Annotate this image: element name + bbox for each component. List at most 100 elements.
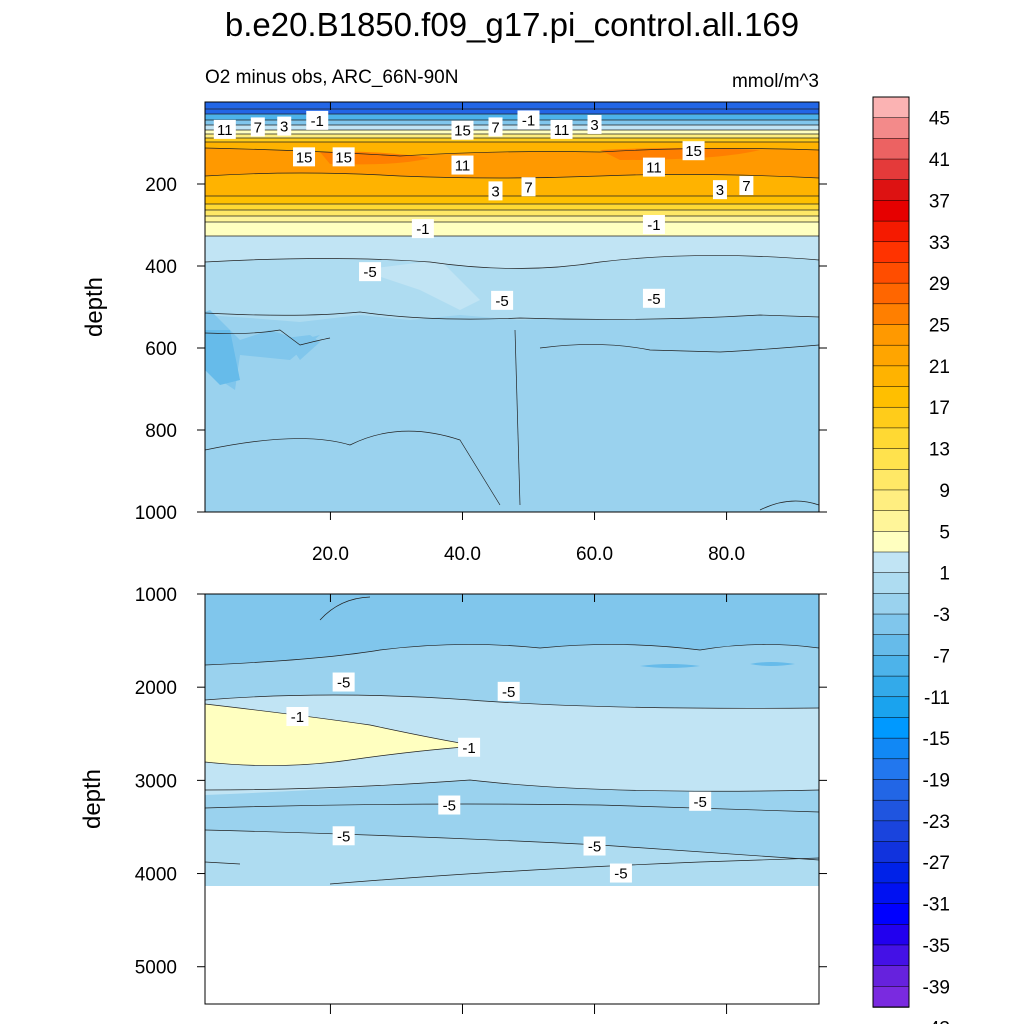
lower-contour-label-box <box>583 836 606 856</box>
upper-fill-l6 <box>205 138 819 142</box>
upper-contour-label: 15 <box>296 149 313 166</box>
chart-title: b.e20.B1850.f09_g17.pi_control.all.169 <box>225 6 799 43</box>
colorbar-swatch <box>872 303 910 326</box>
lower-contour-label: -5 <box>443 798 456 815</box>
upper-contour-labels: 11 7 3 -1 15 15 15 7 -1 11 3 11 15 11 3 7 3 7 -1 -1 -5 -5 -5 <box>213 110 754 310</box>
colorbar-swatch <box>872 551 910 574</box>
upper-contour-label: -5 <box>647 291 660 308</box>
upper-contour-label-box <box>491 290 514 310</box>
colorbar-label: -43 <box>923 1019 950 1024</box>
colorbar-label: 1 <box>939 564 950 585</box>
colorbar-label: -11 <box>924 688 950 709</box>
upper-contour-label-box <box>712 180 727 200</box>
upper-contour-label-box <box>451 120 474 140</box>
colorbar-swatch <box>872 427 910 450</box>
lower-contour-label: -5 <box>337 675 350 692</box>
colorbar-swatch <box>872 717 910 739</box>
colorbar-swatch <box>872 737 910 760</box>
upper-contour-label-box <box>213 119 236 139</box>
upper-contour-label: 7 <box>524 179 532 196</box>
colorbar-label: 33 <box>929 233 950 254</box>
upper-axes: 20.0 40.0 60.0 80.0 200 400 600 800 1000 <box>135 102 827 565</box>
lower-contour-label-box <box>438 795 461 815</box>
lower-y-axis-title: depth <box>79 769 106 829</box>
upper-contour-label: 3 <box>280 119 288 136</box>
lower-contour-label: -5 <box>337 828 350 845</box>
upper-contour-label: 3 <box>590 117 598 134</box>
colorbar-swatch <box>872 924 910 946</box>
colorbar-swatch <box>872 634 910 657</box>
colorbar-swatch <box>872 200 910 222</box>
upper-x-tick-label: 80.0 <box>708 544 745 565</box>
colorbar-swatch <box>872 96 910 119</box>
lower-y-tick-label: 2000 <box>135 678 177 699</box>
lower-contour-line <box>319 596 371 621</box>
colorbar-swatch <box>872 158 910 181</box>
lower-contour-line <box>329 857 819 885</box>
upper-left-text: O2 minus obs, ARC_66N-90N <box>205 67 458 88</box>
upper-x-tick-label: 60.0 <box>576 544 613 565</box>
upper-contour-label: -5 <box>495 293 508 310</box>
colorbar-label: 41 <box>929 150 950 171</box>
colorbar-swatch <box>872 531 910 553</box>
upper-contour-label: 3 <box>491 183 499 200</box>
colorbar-label: -15 <box>923 729 950 750</box>
colorbar-swatch <box>872 469 910 491</box>
upper-contour-label: 7 <box>491 119 499 136</box>
upper-contour-label-box <box>517 110 540 130</box>
upper-fill-u4 <box>205 216 819 222</box>
upper-contour-label-box <box>306 110 329 130</box>
upper-contour-line <box>205 255 819 269</box>
lower-fill-nodata <box>205 886 819 1004</box>
upper-fill-u2 <box>205 204 819 210</box>
upper-contour-label: 15 <box>335 149 352 166</box>
lower-contour-plot <box>205 594 819 1004</box>
colorbar-swatch <box>872 903 910 926</box>
upper-contour-label: -1 <box>416 221 429 238</box>
upper-fill-l4 <box>205 130 819 134</box>
lower-y-tick-label: 3000 <box>135 771 177 792</box>
colorbar-swatch <box>872 944 910 967</box>
colorbar-swatch <box>872 344 910 367</box>
colorbar-swatch <box>872 758 910 781</box>
upper-fill-l0 <box>205 102 819 114</box>
lower-fill-bottom <box>205 830 819 886</box>
upper-contour-line <box>514 329 521 506</box>
colorbar-label: 45 <box>929 109 950 130</box>
upper-contour-label: -5 <box>363 264 376 281</box>
colorbar-swatch <box>872 613 910 636</box>
colorbar-label: 9 <box>939 481 950 502</box>
upper-fill-u1 <box>205 196 819 204</box>
upper-contour-label-box <box>451 155 474 175</box>
colorbar-swatch <box>872 675 910 698</box>
upper-fill-l5 <box>205 134 819 138</box>
upper-contour-label-box <box>250 117 265 137</box>
colorbar-label: -19 <box>923 771 950 792</box>
upper-fill-l1 <box>205 114 819 120</box>
upper-contour-label-box <box>488 181 503 201</box>
upper-contour-label-box <box>411 219 434 239</box>
upper-y-tick-label: 400 <box>145 257 177 278</box>
colorbar-label: 21 <box>929 357 950 378</box>
colorbar-swatch <box>872 882 910 905</box>
colorbar-swatch <box>872 117 910 140</box>
lower-contour-label: -1 <box>291 709 304 726</box>
lower-contour-line <box>205 644 819 666</box>
upper-contour-label-box <box>550 119 573 139</box>
upper-contour-label-box <box>332 147 355 167</box>
colorbar-label: 37 <box>929 191 950 212</box>
upper-contour-line <box>205 329 331 346</box>
upper-y-tick-label: 1000 <box>135 503 177 524</box>
upper-contour-label: 3 <box>716 182 724 199</box>
upper-contour-label-box <box>293 147 316 167</box>
upper-contour-label: 15 <box>454 123 471 140</box>
colorbar-swatch <box>872 861 910 884</box>
lower-fill-top <box>205 594 819 665</box>
upper-contour-label: 11 <box>455 158 471 175</box>
upper-fill-u3 <box>205 210 819 216</box>
upper-contour-line <box>205 172 819 179</box>
lower-contour-label: -1 <box>462 740 475 757</box>
colorbar-swatch <box>872 965 910 988</box>
lower-contour-label-box <box>332 672 355 692</box>
